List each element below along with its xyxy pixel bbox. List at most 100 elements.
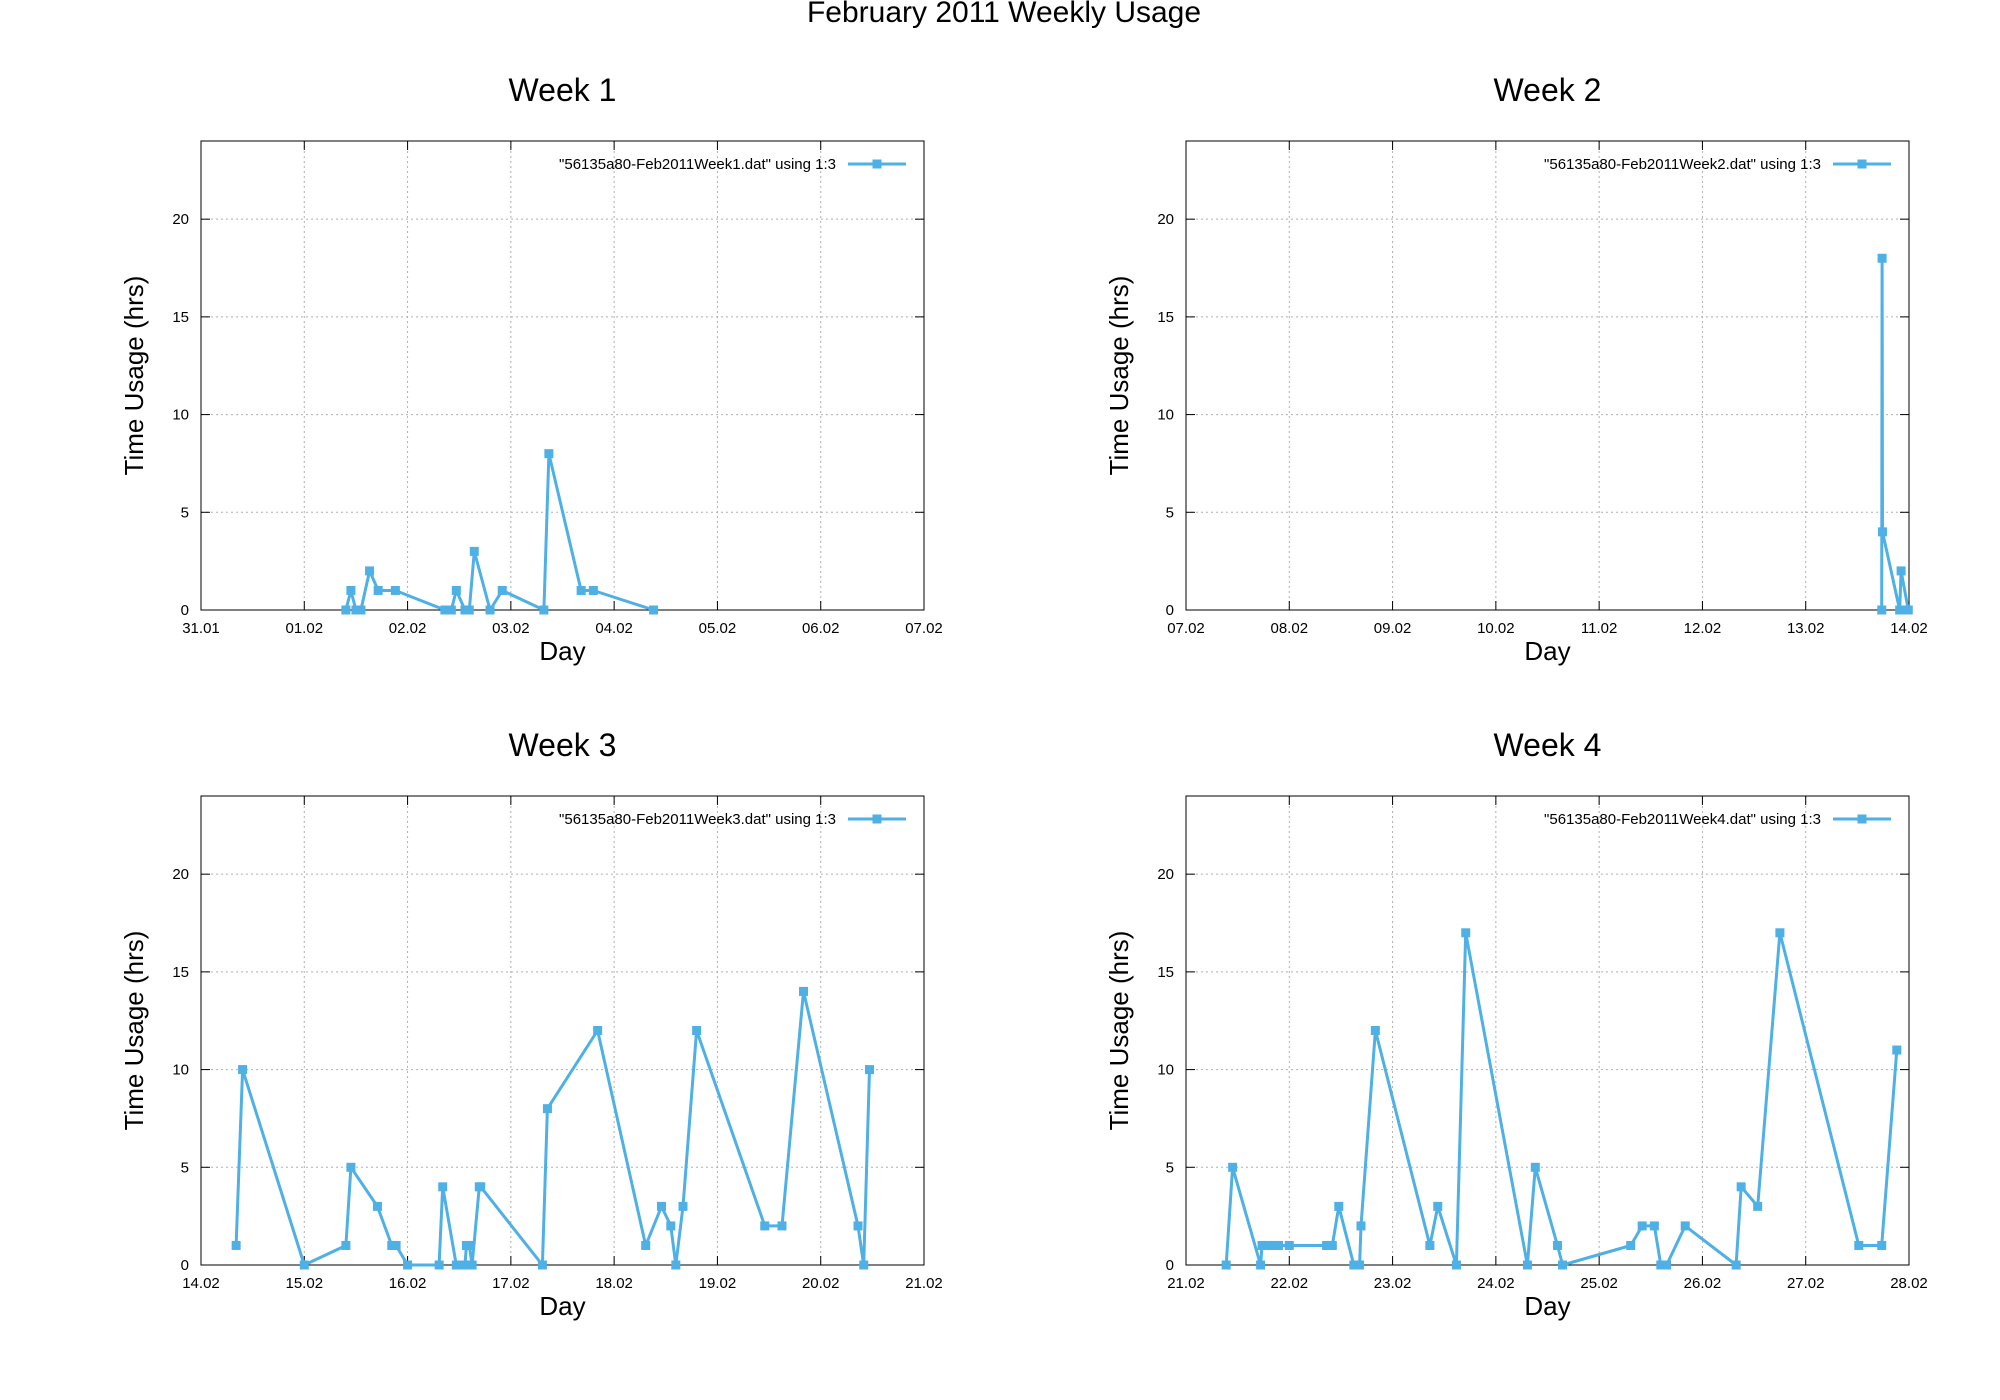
data-point bbox=[497, 585, 507, 595]
data-point bbox=[539, 605, 549, 615]
data-point bbox=[365, 566, 375, 576]
data-point bbox=[346, 585, 356, 595]
data-point bbox=[299, 1260, 309, 1270]
data-point bbox=[1221, 1260, 1231, 1270]
x-tick-label: 09.02 bbox=[1374, 620, 1412, 637]
data-point bbox=[341, 605, 351, 615]
data-point bbox=[1334, 1201, 1344, 1211]
x-tick-label: 20.02 bbox=[802, 1275, 840, 1292]
y-tick-label: 10 bbox=[172, 407, 189, 424]
x-tick-label: 24.02 bbox=[1477, 1275, 1515, 1292]
data-point bbox=[438, 1182, 448, 1192]
data-point bbox=[1626, 1240, 1636, 1250]
data-point bbox=[671, 1260, 681, 1270]
data-point bbox=[1877, 605, 1887, 615]
x-axis-label: Day bbox=[539, 636, 585, 666]
data-point bbox=[1256, 1260, 1266, 1270]
data-point bbox=[440, 605, 450, 615]
series-line bbox=[234, 989, 871, 1267]
x-tick-label: 14.02 bbox=[1890, 620, 1928, 637]
y-tick-label: 5 bbox=[1166, 504, 1174, 521]
data-point bbox=[1558, 1260, 1568, 1270]
data-point bbox=[1895, 605, 1905, 615]
y-axis-label: Time Usage (hrs) bbox=[1104, 276, 1134, 476]
data-point bbox=[1263, 1240, 1273, 1250]
plot-frame bbox=[1185, 140, 1910, 611]
x-tick-label: 22.02 bbox=[1271, 1275, 1309, 1292]
data-point bbox=[678, 1201, 688, 1211]
x-tick-label: 06.02 bbox=[802, 620, 840, 637]
data-point bbox=[464, 605, 474, 615]
legend-entry: "56135a80-Feb2011Week3.dat" using 1:3 bbox=[559, 811, 836, 828]
y-tick-label: 15 bbox=[172, 309, 189, 326]
x-tick-label: 10.02 bbox=[1477, 620, 1515, 637]
x-tick-label: 31.01 bbox=[182, 620, 220, 637]
data-point bbox=[1896, 566, 1906, 576]
data-point bbox=[434, 1260, 444, 1270]
data-point bbox=[356, 605, 366, 615]
data-point bbox=[231, 1240, 241, 1250]
data-point bbox=[1530, 1162, 1540, 1172]
y-tick-label: 0 bbox=[1166, 1257, 1174, 1274]
data-point bbox=[692, 1026, 702, 1035]
x-tick-label: 05.02 bbox=[699, 620, 737, 637]
data-point bbox=[1736, 1182, 1746, 1192]
legend-entry: "56135a80-Feb2011Week1.dat" using 1:3 bbox=[559, 156, 836, 173]
data-point bbox=[1854, 1240, 1864, 1250]
chart-panel-3: Week 3 14.02 15.02 16.02 17.02 18.02 19.02 20.0… bbox=[119, 727, 943, 1321]
legend-swatch-marker bbox=[872, 814, 882, 824]
x-tick-label: 19.02 bbox=[699, 1275, 737, 1292]
data-point bbox=[451, 585, 461, 595]
x-tick-label: 03.02 bbox=[492, 620, 530, 637]
x-tick-label: 21.02 bbox=[1167, 1275, 1205, 1292]
data-point bbox=[1228, 1162, 1238, 1172]
data-point bbox=[864, 1065, 874, 1075]
data-point bbox=[373, 585, 383, 595]
data-point bbox=[760, 1221, 770, 1231]
data-point bbox=[1731, 1260, 1741, 1270]
x-tick-label: 17.02 bbox=[492, 1275, 530, 1292]
chart-panel-1: Week 1 31.01 01.02 02.02 03.02 04.02 05.02 06.0… bbox=[119, 72, 943, 666]
legend-swatch-marker bbox=[1857, 159, 1867, 169]
data-point bbox=[777, 1221, 787, 1231]
data-point bbox=[451, 1260, 461, 1270]
data-point bbox=[467, 1260, 477, 1270]
x-tick-label: 04.02 bbox=[595, 620, 633, 637]
panel-title: Week 4 bbox=[1494, 727, 1602, 763]
series-line bbox=[344, 452, 655, 612]
y-tick-label: 20 bbox=[1157, 211, 1174, 228]
data-point bbox=[1349, 1260, 1359, 1270]
data-point bbox=[544, 449, 554, 459]
data-point bbox=[1327, 1240, 1337, 1250]
legend-entry: "56135a80-Feb2011Week2.dat" using 1:3 bbox=[1544, 156, 1821, 173]
legend-swatch-marker bbox=[872, 159, 882, 169]
data-point bbox=[1522, 1260, 1532, 1270]
y-tick-label: 15 bbox=[1157, 309, 1174, 326]
y-tick-label: 0 bbox=[1166, 602, 1174, 619]
data-point bbox=[1656, 1260, 1666, 1270]
data-point bbox=[351, 605, 361, 615]
x-tick-label: 08.02 bbox=[1271, 620, 1309, 637]
data-point bbox=[391, 1240, 401, 1250]
data-point bbox=[1461, 928, 1471, 938]
data-point bbox=[1322, 1240, 1332, 1250]
y-tick-label: 20 bbox=[1157, 866, 1174, 883]
data-point bbox=[588, 585, 598, 595]
data-point bbox=[1370, 1026, 1380, 1035]
x-tick-label: 28.02 bbox=[1890, 1275, 1928, 1292]
y-tick-label: 5 bbox=[181, 504, 189, 521]
data-point bbox=[390, 585, 400, 595]
data-point bbox=[469, 546, 479, 556]
data-point bbox=[460, 1260, 470, 1270]
x-tick-label: 07.02 bbox=[905, 620, 943, 637]
x-tick-label: 27.02 bbox=[1787, 1275, 1825, 1292]
y-tick-label: 10 bbox=[1157, 407, 1174, 424]
data-point bbox=[341, 1240, 351, 1250]
data-point bbox=[403, 1260, 413, 1270]
data-point bbox=[1451, 1260, 1461, 1270]
x-tick-label: 14.02 bbox=[182, 1275, 220, 1292]
plot-frame bbox=[200, 795, 925, 1266]
data-point bbox=[1877, 527, 1887, 537]
series-line bbox=[1224, 931, 1899, 1267]
